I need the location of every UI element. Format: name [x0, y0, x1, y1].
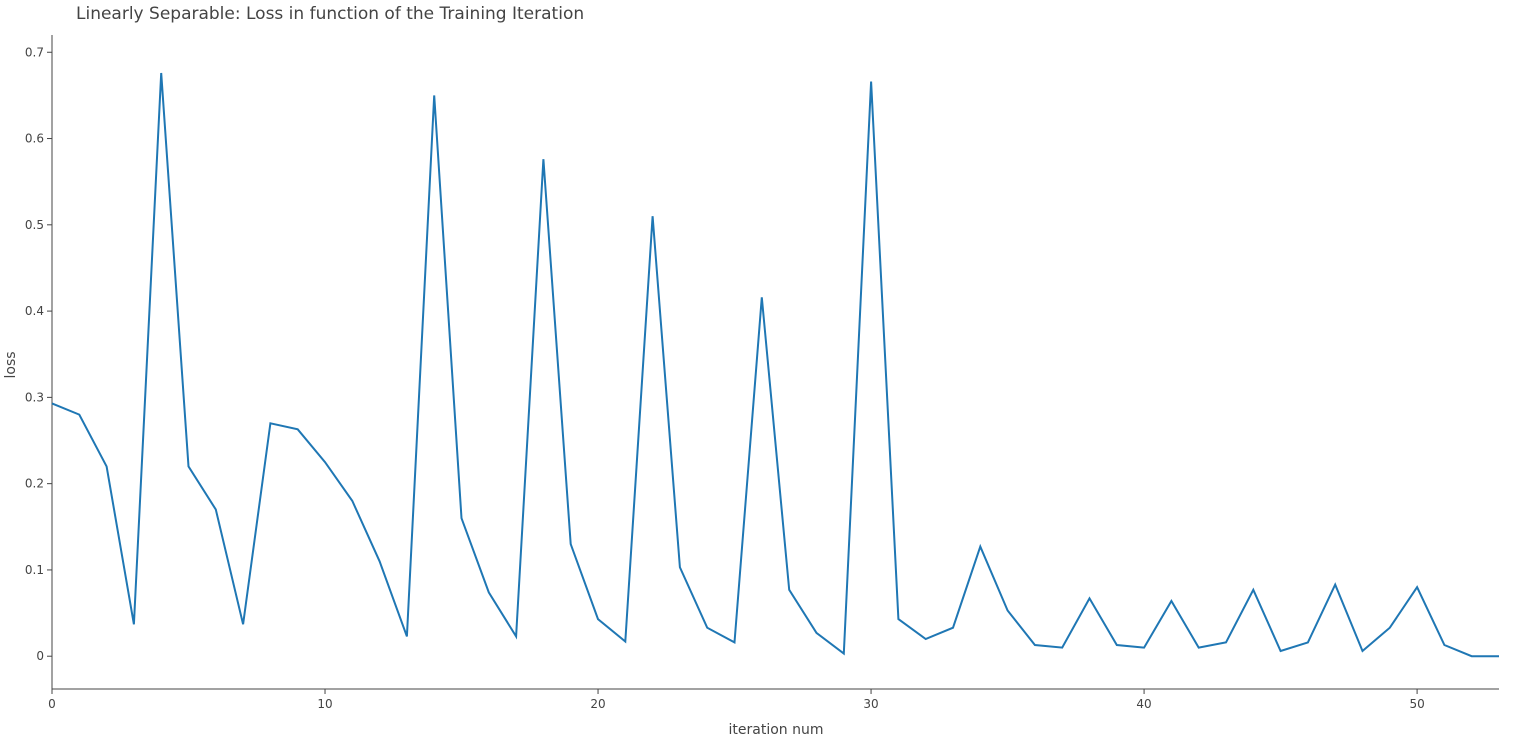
x-axis-title: iteration num	[729, 722, 824, 737]
y-tick-label: 0.7	[25, 45, 44, 59]
x-tick-label: 50	[1409, 697, 1424, 711]
y-tick-label: 0.6	[25, 132, 44, 146]
x-tick-label: 30	[863, 697, 878, 711]
loss-series-line	[51, 72, 1499, 658]
y-axis-title: loss	[3, 351, 19, 378]
x-tick-label: 40	[1136, 697, 1151, 711]
x-tick-label: 10	[317, 697, 332, 711]
plot-area	[51, 72, 1499, 658]
chart-title: Linearly Separable: Loss in function of …	[76, 4, 585, 24]
x-tick-label: 0	[48, 697, 56, 711]
y-tick-label: 0.5	[25, 218, 44, 232]
y-tick-label: 0.4	[25, 304, 44, 318]
x-tick-label: 20	[590, 697, 605, 711]
axes: 0 10 20 30 40 50 0 0.1 0.2 0.3 0.4 0.5 0.6 0.7	[25, 35, 1499, 711]
y-tick-label: 0.3	[25, 390, 44, 404]
y-tick-label: 0.1	[25, 563, 44, 577]
y-tick-label: 0.2	[25, 477, 44, 491]
y-tick-label: 0	[36, 649, 44, 663]
